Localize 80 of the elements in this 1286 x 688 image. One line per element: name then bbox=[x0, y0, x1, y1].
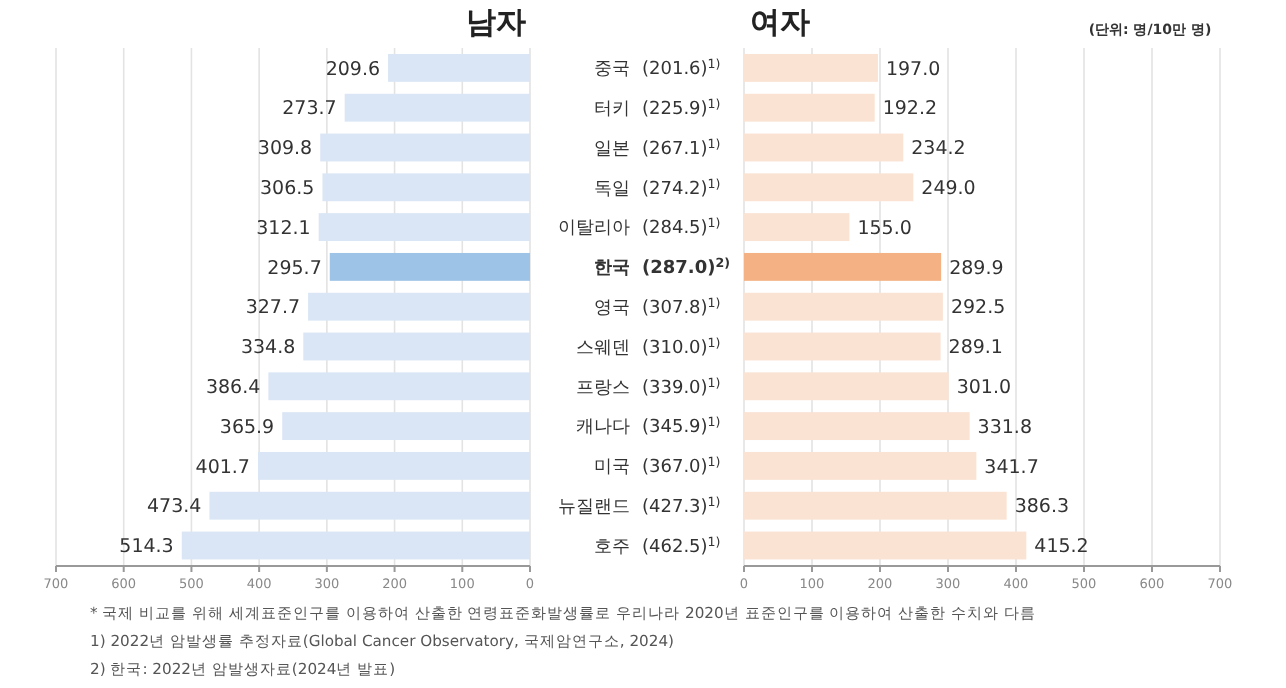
y-tick-label: (307.8)$^{1)}$ bbox=[642, 296, 721, 319]
bar bbox=[388, 53, 530, 82]
data-label: 334.8 bbox=[240, 337, 296, 360]
bar bbox=[744, 531, 1027, 560]
y-tick-label: 중국 bbox=[594, 60, 630, 81]
y-tick-label: (310.0)$^{1)}$ bbox=[642, 335, 721, 359]
data-label: 301.0 bbox=[956, 376, 1012, 399]
data-label: 289.1 bbox=[948, 337, 1003, 360]
data-label: 273.7 bbox=[282, 98, 337, 121]
y-tick-label: (345.9)$^{1)}$ bbox=[642, 415, 721, 439]
data-label: 289.9 bbox=[949, 257, 1004, 280]
data-label: 306.5 bbox=[260, 177, 315, 200]
data-label: 197.0 bbox=[885, 58, 941, 81]
bar bbox=[322, 173, 530, 202]
y-tick-label: (427.3)$^{1)}$ bbox=[642, 495, 721, 518]
bar bbox=[303, 332, 530, 361]
y-tick-label: (274.2)$^{1)}$ bbox=[642, 176, 721, 200]
y-tick-label: 독일 bbox=[594, 179, 630, 200]
bar bbox=[744, 332, 941, 361]
data-label: 365.9 bbox=[219, 416, 275, 439]
y-tick-label: (462.5)$^{1)}$ bbox=[642, 534, 721, 558]
bar bbox=[329, 252, 530, 281]
y-tick-label: 미국 bbox=[594, 458, 630, 479]
data-label: 249.0 bbox=[921, 177, 976, 200]
y-tick-label: (201.6)$^{1)}$ bbox=[642, 57, 721, 81]
y-tick-label: 일본 bbox=[594, 139, 630, 160]
bar bbox=[744, 53, 878, 82]
y-tick-label: 터키 bbox=[594, 100, 630, 120]
data-label: 514.3 bbox=[119, 536, 174, 559]
data-label: 234.2 bbox=[911, 138, 966, 161]
y-tick-label: 뉴질랜드 bbox=[558, 498, 630, 518]
y-tick-label: (267.1)$^{1)}$ bbox=[642, 136, 721, 160]
y-tick-label: (367.0)$^{1)}$ bbox=[642, 455, 721, 479]
bar bbox=[744, 292, 943, 321]
bar bbox=[744, 252, 942, 281]
bar bbox=[282, 412, 530, 441]
data-label: 155.0 bbox=[857, 217, 912, 240]
y-tick-label: 프랑스 bbox=[576, 378, 630, 399]
y-tick-label: 스웨덴 bbox=[576, 338, 630, 359]
bar bbox=[320, 133, 530, 162]
bar bbox=[344, 93, 530, 122]
y-tick-label: 호주 bbox=[594, 537, 630, 558]
data-label: 309.8 bbox=[257, 138, 313, 161]
bar bbox=[257, 451, 530, 480]
chart-title: 여자 bbox=[750, 4, 810, 40]
data-label: 331.8 bbox=[977, 416, 1033, 439]
data-label: 312.1 bbox=[256, 217, 311, 240]
chart-title: 남자 bbox=[466, 4, 526, 40]
data-label: 295.7 bbox=[267, 257, 322, 280]
bar bbox=[744, 451, 977, 480]
data-label: 327.7 bbox=[245, 297, 301, 320]
y-tick-label: (284.5)$^{1)}$ bbox=[642, 216, 721, 240]
y-tick-label: 캐나다 bbox=[576, 418, 630, 439]
y-tick-label: 이탈리아 bbox=[558, 219, 630, 240]
bar bbox=[308, 292, 530, 321]
bar bbox=[744, 93, 875, 122]
data-label: 386.4 bbox=[205, 376, 261, 399]
bar bbox=[268, 372, 530, 401]
bar bbox=[744, 173, 914, 202]
bar bbox=[744, 491, 1007, 520]
y-tick-label: 영국 bbox=[594, 299, 630, 319]
y-tick-label: (339.0)$^{1)}$ bbox=[642, 375, 721, 399]
bar bbox=[209, 491, 530, 520]
data-label: 401.7 bbox=[195, 456, 250, 479]
data-label: 192.2 bbox=[882, 98, 938, 121]
bar bbox=[744, 213, 850, 242]
data-label: 386.3 bbox=[1014, 496, 1070, 519]
bar bbox=[181, 531, 530, 560]
bar bbox=[744, 412, 970, 441]
data-label: 209.6 bbox=[325, 58, 381, 81]
data-label: 473.4 bbox=[147, 496, 202, 519]
bar bbox=[318, 213, 530, 242]
data-label: 341.7 bbox=[984, 456, 1039, 479]
bar bbox=[744, 133, 904, 162]
y-tick-label: 한국 bbox=[594, 259, 630, 280]
y-tick-label: (287.0)$^{2)}$ bbox=[642, 256, 731, 280]
y-tick-label: (225.9)$^{1)}$ bbox=[642, 97, 721, 120]
data-label: 292.5 bbox=[950, 297, 1006, 320]
data-label: 415.2 bbox=[1034, 536, 1089, 559]
bar bbox=[744, 372, 949, 401]
